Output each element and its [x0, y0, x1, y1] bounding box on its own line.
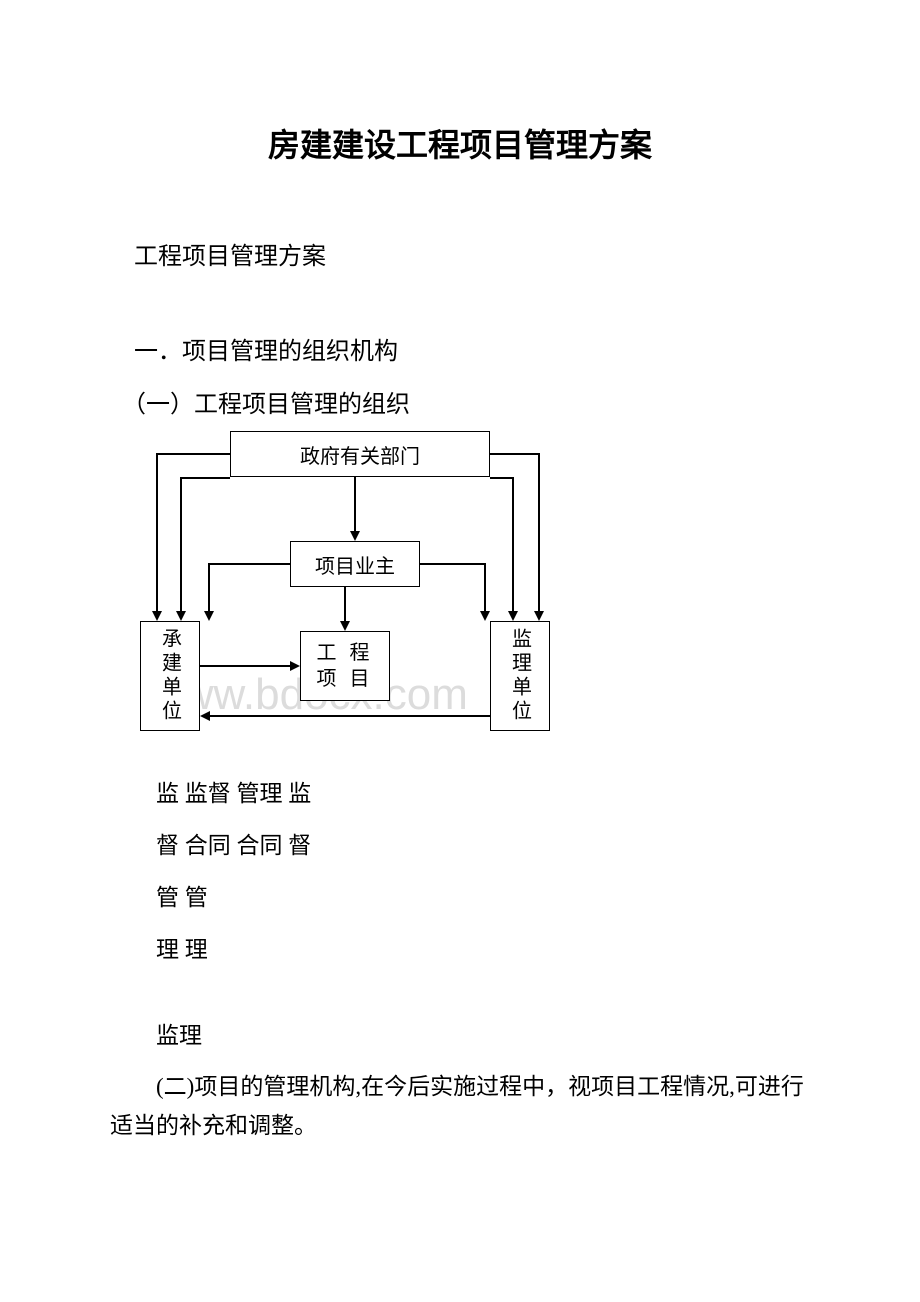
- arrowhead-owner-supervisor: [480, 611, 490, 621]
- arrowhead-gov-supervisor-2: [508, 611, 518, 621]
- arrowhead-owner-proj: [340, 621, 350, 631]
- edge-supervisor-contractor: [210, 715, 490, 717]
- node-owner: 项目业主: [290, 541, 420, 587]
- document-subtitle: 工程项目管理方案: [110, 236, 810, 271]
- arrowhead-contractor-proj: [290, 661, 300, 671]
- text-line-2: 督 合同 合同 督: [110, 823, 810, 869]
- node-government-label: 政府有关部门: [300, 440, 420, 469]
- node-supervisor-label: 监理单位: [506, 628, 535, 724]
- edge-contractor-proj: [200, 665, 292, 667]
- arrowhead-gov-contractor-2: [176, 611, 186, 621]
- edge-gov-owner: [354, 477, 356, 533]
- text-line-4: 理 理: [110, 927, 810, 973]
- node-project: 工 程 项 目: [300, 631, 390, 701]
- edge-gov-contractor-v1: [156, 453, 158, 613]
- node-contractor-label: 承建单位: [156, 628, 185, 724]
- node-project-label-2: 项 目: [317, 666, 374, 692]
- edge-owner-contractor-v: [208, 563, 210, 613]
- edge-gov-contractor-v2: [180, 477, 182, 613]
- text-line-5: 监理: [110, 1013, 810, 1059]
- arrowhead-owner-contractor: [204, 611, 214, 621]
- node-contractor: 承建单位: [140, 621, 200, 731]
- arrowhead-gov-contractor-1: [152, 611, 162, 621]
- org-flowchart: 政府有关部门 项目业主 工 程 项 目 承建单位 监理单位: [140, 431, 560, 731]
- edge-owner-proj: [344, 587, 346, 623]
- document-title: 房建建设工程项目管理方案: [110, 120, 810, 166]
- arrowhead-supervisor-contractor: [200, 711, 210, 721]
- edge-owner-supervisor: [420, 563, 486, 565]
- node-project-label-1: 工 程: [317, 640, 374, 666]
- node-supervisor: 监理单位: [490, 621, 550, 731]
- node-government: 政府有关部门: [230, 431, 490, 477]
- node-owner-label: 项目业主: [315, 550, 395, 579]
- section-1-heading: 一．项目管理的组织机构: [110, 331, 810, 366]
- section-1-sub: （一）工程项目管理的组织: [110, 384, 810, 419]
- edge-owner-contractor: [208, 563, 290, 565]
- page-content: 房建建设工程项目管理方案 工程项目管理方案 一．项目管理的组织机构 （一）工程项…: [0, 0, 920, 1205]
- arrowhead-gov-owner: [350, 531, 360, 541]
- edge-owner-supervisor-v: [484, 563, 486, 613]
- edge-gov-contractor-h1: [156, 453, 230, 455]
- text-line-3: 管 管: [110, 875, 810, 921]
- arrowhead-gov-supervisor-1: [534, 611, 544, 621]
- edge-gov-supervisor-h1: [490, 453, 540, 455]
- edge-gov-supervisor-v1: [538, 453, 540, 613]
- section-1-sub2: (二)项目的管理机构,在今后实施过程中，视项目工程情况,可进行适当的补充和调整。: [110, 1067, 810, 1145]
- edge-gov-supervisor-v2: [512, 477, 514, 613]
- text-line-1: 监 监督 管理 监: [110, 771, 810, 817]
- edge-gov-supervisor-h2: [490, 477, 514, 479]
- edge-gov-contractor-h2: [180, 477, 230, 479]
